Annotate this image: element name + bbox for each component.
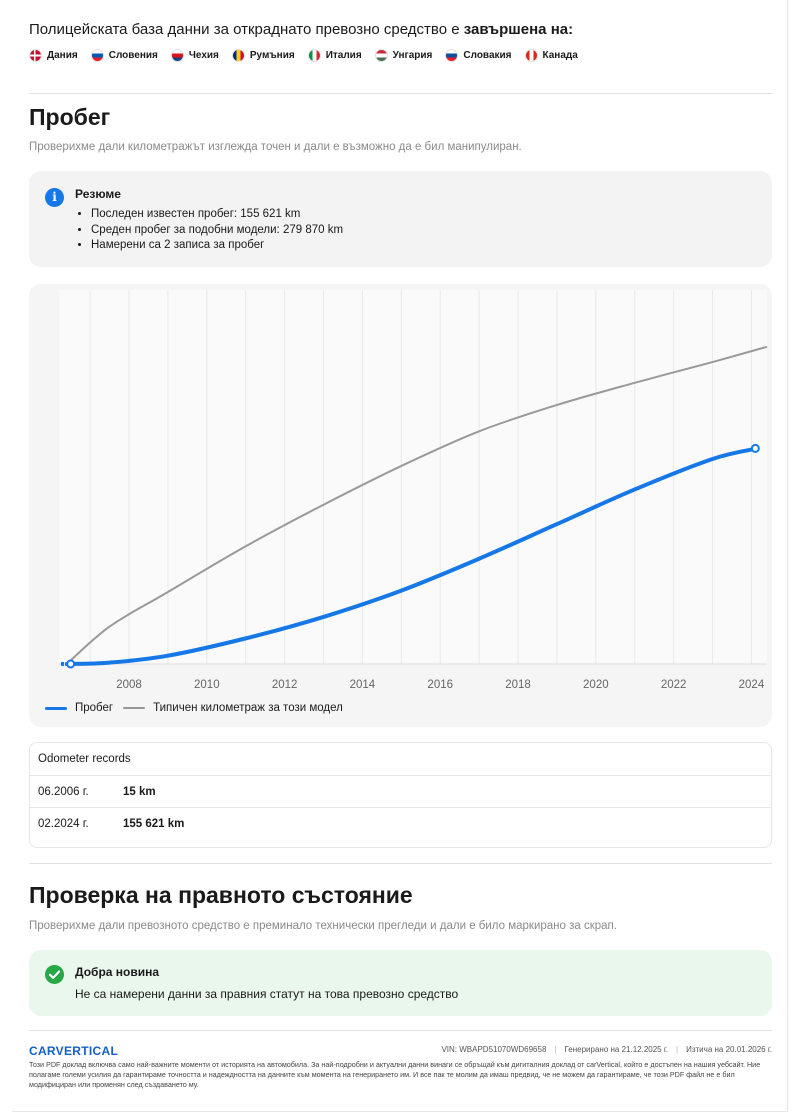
country-name: Словакия xyxy=(463,50,512,61)
x-tick-label: 2018 xyxy=(505,679,531,691)
denmark-flag-icon xyxy=(29,49,42,62)
good-news-title: Добра новина xyxy=(75,965,160,979)
slovakia-flag-icon xyxy=(445,49,459,62)
section-divider xyxy=(29,863,772,864)
police-title-bold: завършена на: xyxy=(463,21,574,38)
hungary-flag-icon xyxy=(374,49,388,62)
police-title-prefix: Полицейската база данни за откраднато пр… xyxy=(29,21,464,38)
carvertical-logo: CARVERTICAL xyxy=(29,1044,119,1058)
country-list: Дания Словения Чехия Румъния Италия Унгария Сл… xyxy=(29,49,591,62)
x-tick-label: 2016 xyxy=(427,679,453,691)
legend-label-mileage: Пробег xyxy=(75,702,114,714)
footer-meta: VIN: WBAPD51070WD69658 | Генерирано на 2… xyxy=(441,1045,772,1054)
country-name: Дания xyxy=(47,50,78,61)
legend-item-typical: Типичен километраж за този модел xyxy=(123,702,343,714)
summary-list: Последен известен пробег: 155 621 km Сре… xyxy=(91,207,343,254)
summary-title: Резюме xyxy=(75,187,121,201)
canada-flag-icon xyxy=(524,49,538,62)
x-tick-label: 2024 xyxy=(739,679,765,691)
record-value: 155 621 km xyxy=(123,818,185,830)
slovenia-flag-icon xyxy=(90,49,104,62)
check-icon xyxy=(45,965,64,984)
typical-mileage-line xyxy=(66,345,768,665)
section-divider xyxy=(29,93,772,94)
record-value: 15 km xyxy=(123,786,156,798)
country-item: Словения xyxy=(90,49,158,62)
generated-date: Генерирано на 21.12.2025 г. xyxy=(564,1045,669,1054)
expiry-date: Изтича на 20.01.2026 г. xyxy=(686,1045,772,1054)
x-tick-label: 2014 xyxy=(350,679,376,691)
country-item: Дания xyxy=(29,49,78,62)
legend-label-typical: Типичен километраж за този модел xyxy=(153,702,343,714)
vin-text: VIN: WBAPD51070WD69658 xyxy=(441,1045,547,1054)
mileage-subtitle: Проверихме дали километражът изглежда то… xyxy=(29,141,522,153)
country-name: Румъния xyxy=(249,50,295,61)
mileage-chart-svg: 2008 2010 2012 2014 2016 2018 2020 2022 2024 xyxy=(59,290,768,691)
country-item: Румъния xyxy=(231,49,295,62)
country-name: Италия xyxy=(325,50,362,61)
country-item: Словакия xyxy=(445,49,512,62)
country-name: Чехия xyxy=(188,50,219,61)
footer-disclaimer: Този PDF доклад включва само най-важните… xyxy=(29,1060,761,1089)
legend-item-mileage: Пробег xyxy=(45,702,113,714)
mileage-record-point xyxy=(750,443,760,453)
record-date: 02.2024 г. xyxy=(38,818,89,830)
legend-swatch-typical xyxy=(123,707,146,709)
summary-item: Среден пробег за подобни модели: 279 870… xyxy=(91,223,343,239)
summary-item: Намерени са 2 записа за пробег xyxy=(91,238,343,254)
country-name: Унгария xyxy=(392,50,433,61)
footer-divider xyxy=(29,1030,772,1031)
summary-item: Последен известен пробег: 155 621 km xyxy=(91,207,343,223)
meta-separator: | xyxy=(554,1045,557,1054)
country-item: Италия xyxy=(307,49,362,62)
country-name: Словения xyxy=(108,50,158,61)
romania-flag-icon xyxy=(231,49,245,62)
country-name: Канада xyxy=(542,50,578,61)
x-tick-label: 2010 xyxy=(194,679,220,691)
x-tick-label: 2012 xyxy=(272,679,298,691)
mileage-record-point xyxy=(66,659,76,669)
mileage-chart: 2008 2010 2012 2014 2016 2018 2020 2022 2024 Про… xyxy=(29,284,772,727)
good-news-box: Добра новина Не са намерени данни за пра… xyxy=(29,950,772,1016)
mileage-summary-box: i Резюме Последен известен пробег: 155 6… xyxy=(29,171,772,267)
x-tick-label: 2022 xyxy=(661,679,687,691)
info-icon: i xyxy=(45,188,64,207)
meta-separator: | xyxy=(676,1045,679,1054)
x-tick-label: 2008 xyxy=(116,679,142,691)
plot-area xyxy=(59,290,767,664)
country-item: Унгария xyxy=(374,49,433,62)
police-database-title: Полицейската база данни за откраднато пр… xyxy=(29,21,573,38)
legend-swatch-mileage xyxy=(45,706,67,710)
odometer-records-table: Odometer records 06.2006 г. 15 km 02.202… xyxy=(29,742,772,848)
table-row: 06.2006 г. 15 km xyxy=(30,775,771,807)
table-row: 02.2024 г. 155 621 km xyxy=(30,807,771,839)
records-title: Odometer records xyxy=(38,753,131,765)
country-item: Канада xyxy=(524,49,578,62)
italy-flag-icon xyxy=(307,49,321,62)
x-tick-label: 2020 xyxy=(583,679,609,691)
czechia-flag-icon xyxy=(170,49,184,62)
mileage-title: Пробег xyxy=(29,104,111,130)
chart-legend: Пробег Типичен километраж за този модел xyxy=(45,702,353,714)
legal-subtitle: Проверихме дали превозното средство е пр… xyxy=(29,920,617,932)
mileage-line xyxy=(64,446,760,666)
report-page: Полицейската база данни за откраднато пр… xyxy=(12,0,788,1112)
country-item: Чехия xyxy=(170,49,219,62)
legal-title: Проверка на правното състояние xyxy=(29,882,413,908)
good-news-text: Не са намерени данни за правния статут н… xyxy=(75,987,459,1001)
record-date: 06.2006 г. xyxy=(38,786,89,798)
